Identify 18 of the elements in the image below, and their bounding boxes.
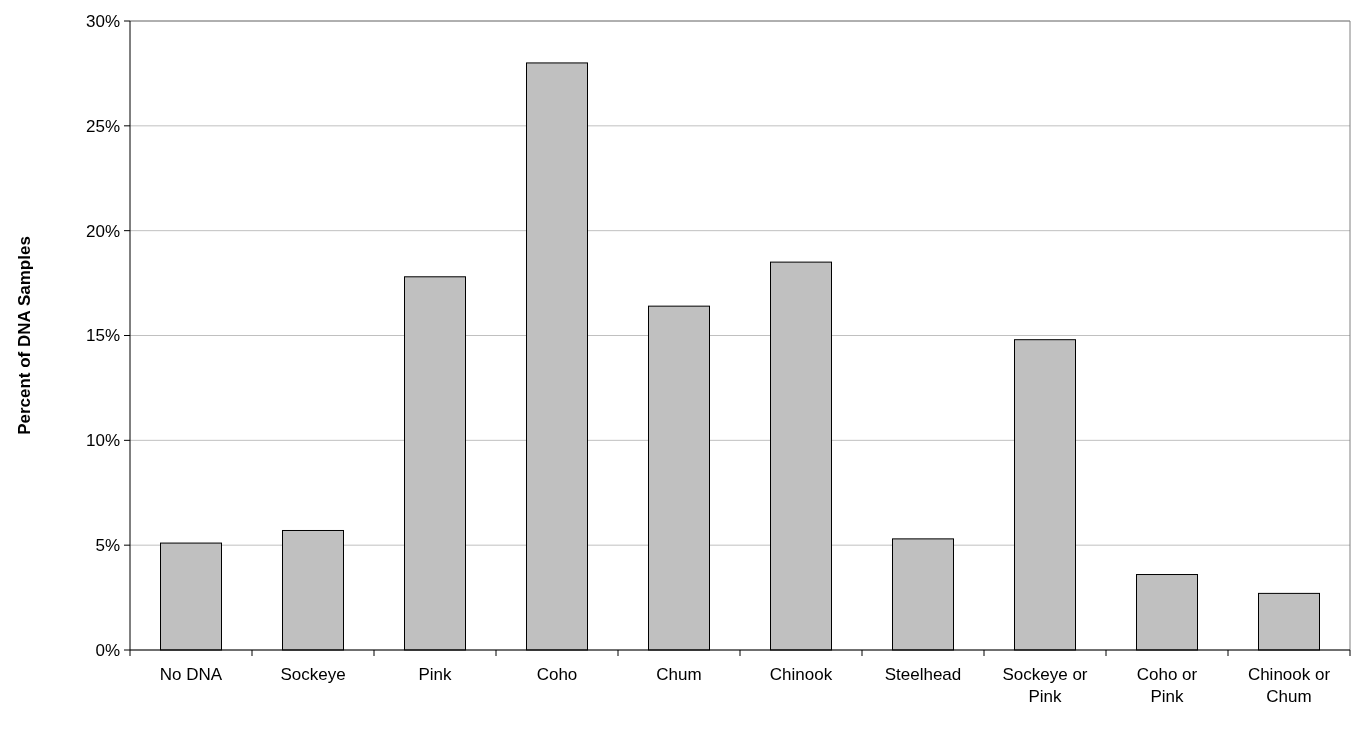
y-tick-label: 25%	[85, 116, 120, 136]
x-tick-label: Steelhead	[884, 665, 962, 684]
x-tick-label: Pink	[418, 665, 453, 684]
x-tick-label: Chinook or Chum	[1247, 665, 1331, 706]
x-tick-label: No DNA	[159, 665, 223, 684]
x-tick-label: Coho	[536, 665, 578, 684]
x-tick-label: Chinook	[769, 665, 833, 684]
y-tick-label: 10%	[85, 431, 120, 451]
x-tick-label: Sockeye or Pink	[1002, 665, 1088, 706]
y-tick-label: 30%	[85, 11, 120, 31]
x-tick-label: Sockeye	[280, 665, 346, 684]
y-tick-label: 5%	[95, 536, 120, 556]
x-tick-label: Chum	[656, 665, 702, 684]
y-tick-label: 20%	[85, 221, 120, 241]
y-tick-label: 0%	[95, 640, 120, 660]
y-axis-title: Percent of DNA Samples	[15, 236, 34, 435]
y-tick-label: 15%	[85, 326, 120, 346]
x-tick-label: Coho or Pink	[1136, 665, 1198, 706]
